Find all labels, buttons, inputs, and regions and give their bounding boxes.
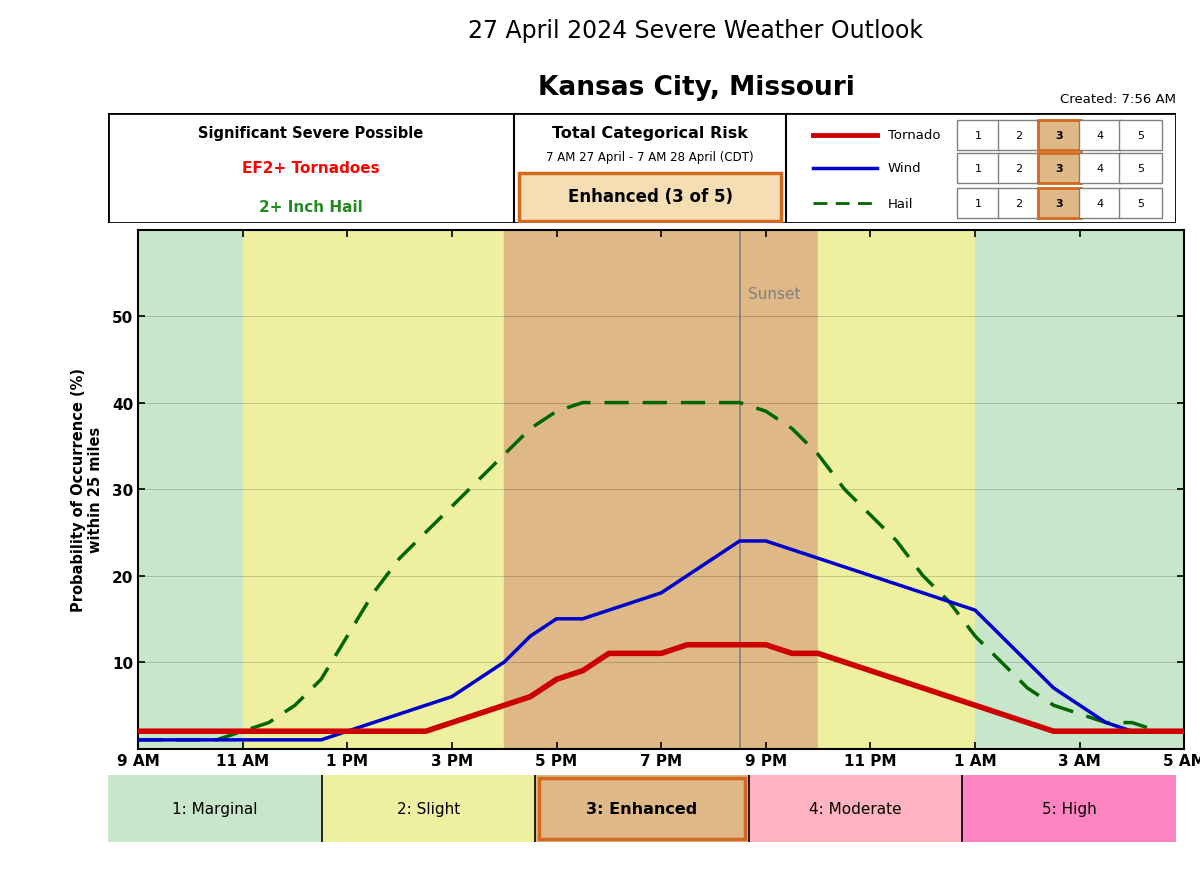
Text: 3: 3: [1056, 130, 1063, 141]
Text: 2: 2: [1015, 130, 1022, 141]
Bar: [242, 230, 504, 749]
FancyBboxPatch shape: [520, 174, 781, 222]
Text: Total Categorical Risk: Total Categorical Risk: [552, 126, 748, 141]
Text: Sunset: Sunset: [748, 286, 800, 301]
Text: 3: 3: [1056, 199, 1063, 209]
Text: 1: 1: [974, 164, 982, 174]
Text: 5: 5: [1138, 164, 1145, 174]
Text: Wind: Wind: [888, 162, 922, 175]
FancyBboxPatch shape: [1038, 120, 1081, 151]
FancyBboxPatch shape: [1079, 154, 1122, 183]
Text: 27 April 2024 Severe Weather Outlook: 27 April 2024 Severe Weather Outlook: [468, 19, 924, 43]
FancyBboxPatch shape: [1120, 190, 1162, 219]
FancyBboxPatch shape: [1079, 190, 1122, 219]
Bar: [138, 230, 242, 749]
Bar: [962, 775, 1176, 842]
Text: Hail: Hail: [888, 198, 913, 211]
FancyBboxPatch shape: [958, 190, 1000, 219]
Bar: [108, 775, 322, 842]
Bar: [504, 230, 818, 749]
Text: Enhanced (3 of 5): Enhanced (3 of 5): [568, 188, 732, 206]
FancyBboxPatch shape: [958, 120, 1000, 151]
Text: Tornado: Tornado: [888, 129, 940, 142]
Bar: [818, 230, 976, 749]
FancyBboxPatch shape: [1038, 154, 1081, 183]
FancyBboxPatch shape: [540, 778, 744, 839]
Bar: [322, 775, 535, 842]
Text: 3: 3: [1056, 164, 1063, 174]
Text: EF2+ Tornadoes: EF2+ Tornadoes: [242, 161, 379, 176]
Bar: [535, 775, 749, 842]
Text: Significant Severe Possible: Significant Severe Possible: [198, 126, 424, 141]
Text: 5: 5: [1138, 130, 1145, 141]
Text: 3: Enhanced: 3: Enhanced: [587, 801, 697, 816]
Text: 5: High: 5: High: [1042, 801, 1097, 816]
Text: 1: 1: [974, 130, 982, 141]
Text: 1: Marginal: 1: Marginal: [172, 801, 258, 816]
FancyBboxPatch shape: [958, 154, 1000, 183]
Text: 7 AM 27 April - 7 AM 28 April (CDT): 7 AM 27 April - 7 AM 28 April (CDT): [546, 152, 754, 164]
FancyBboxPatch shape: [1120, 120, 1162, 151]
Bar: [976, 230, 1184, 749]
Text: 4: 4: [1097, 130, 1104, 141]
Y-axis label: Probability of Occurrence (%)
within 25 miles: Probability of Occurrence (%) within 25 …: [71, 368, 103, 611]
Text: 2: 2: [1015, 164, 1022, 174]
Text: Kansas City, Missouri: Kansas City, Missouri: [538, 75, 854, 101]
Bar: [749, 775, 962, 842]
Text: 1: 1: [974, 199, 982, 209]
FancyBboxPatch shape: [997, 154, 1040, 183]
Text: 2: Slight: 2: Slight: [397, 801, 460, 816]
Text: 4: 4: [1097, 164, 1104, 174]
Text: 4: 4: [1097, 199, 1104, 209]
Text: 2+ Inch Hail: 2+ Inch Hail: [259, 200, 362, 215]
FancyBboxPatch shape: [1079, 120, 1122, 151]
Text: Created: 7:56 AM: Created: 7:56 AM: [1060, 93, 1176, 105]
Text: 4: Moderate: 4: Moderate: [809, 801, 902, 816]
FancyBboxPatch shape: [997, 190, 1040, 219]
FancyBboxPatch shape: [1038, 190, 1081, 219]
FancyBboxPatch shape: [997, 120, 1040, 151]
Text: 2: 2: [1015, 199, 1022, 209]
FancyBboxPatch shape: [1120, 154, 1162, 183]
Text: 5: 5: [1138, 199, 1145, 209]
